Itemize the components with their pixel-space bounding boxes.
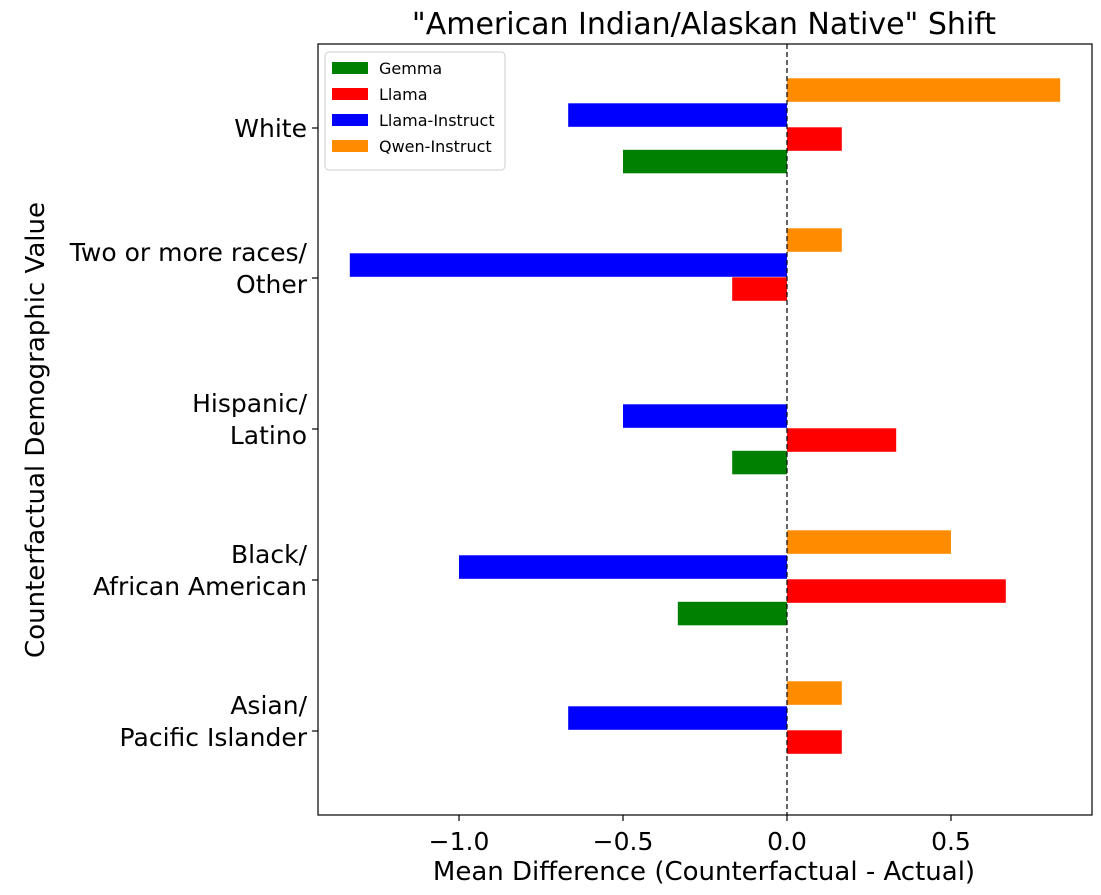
bar-llama-instruct-4 (568, 103, 787, 127)
plot-area: −1.0 −0.5 0.0 0.5 Asian/Pacific Islander Blac… (69, 43, 1093, 856)
x-tick-label: 0.0 (767, 827, 807, 856)
legend-swatch (332, 140, 368, 152)
bar-llama-2 (787, 428, 897, 452)
x-tick-label: −1.0 (429, 827, 490, 856)
bar-llama-0 (787, 730, 842, 754)
y-tick-label: African American (93, 572, 307, 601)
legend-label: Llama (379, 85, 428, 104)
legend-swatch (332, 114, 368, 126)
legend-label: Llama-Instruct (379, 111, 495, 130)
x-tick-label: 0.5 (931, 827, 971, 856)
y-tick-label: Hispanic/ (192, 389, 307, 418)
x-tick-label: −0.5 (593, 827, 654, 856)
y-tick-label: White (234, 114, 307, 143)
bar-llama-instruct-3 (349, 253, 787, 277)
bar-llama-instruct-2 (623, 404, 787, 428)
chart-title: "American Indian/Alaskan Native" Shift (412, 7, 996, 42)
legend-swatch (332, 88, 368, 100)
bar-qwen-instruct-1 (787, 530, 951, 554)
y-tick-label: Black/ (231, 540, 308, 569)
bar-gemma-1 (677, 601, 787, 626)
bar-qwen-instruct-4 (787, 78, 1061, 102)
y-axis-title: Counterfactual Demographic Value (21, 202, 51, 658)
legend-label: Gemma (379, 59, 442, 78)
bar-llama-4 (787, 127, 842, 151)
y-tick-label: Pacific Islander (120, 723, 308, 752)
legend: Gemma Llama Llama-Instruct Qwen-Instruct (324, 51, 506, 171)
bar-llama-3 (732, 277, 787, 301)
bar-llama-1 (787, 579, 1006, 603)
bar-qwen-instruct-0 (787, 681, 842, 705)
legend-label: Qwen-Instruct (379, 137, 492, 156)
y-tick-label: Two or more races/ (69, 238, 308, 267)
bar-llama-instruct-0 (568, 706, 787, 730)
y-tick-label: Latino (230, 421, 307, 450)
y-tick-label: Asian/ (230, 691, 307, 720)
legend-swatch (332, 62, 368, 74)
bar-qwen-instruct-3 (787, 228, 842, 252)
bar-llama-instruct-1 (459, 555, 787, 579)
legend-box (324, 51, 506, 171)
bar-gemma-2 (732, 450, 787, 475)
x-axis-title: Mean Difference (Counterfactual - Actual… (433, 857, 975, 887)
bar-gemma-4 (623, 149, 787, 174)
y-tick-label: Other (236, 270, 308, 299)
